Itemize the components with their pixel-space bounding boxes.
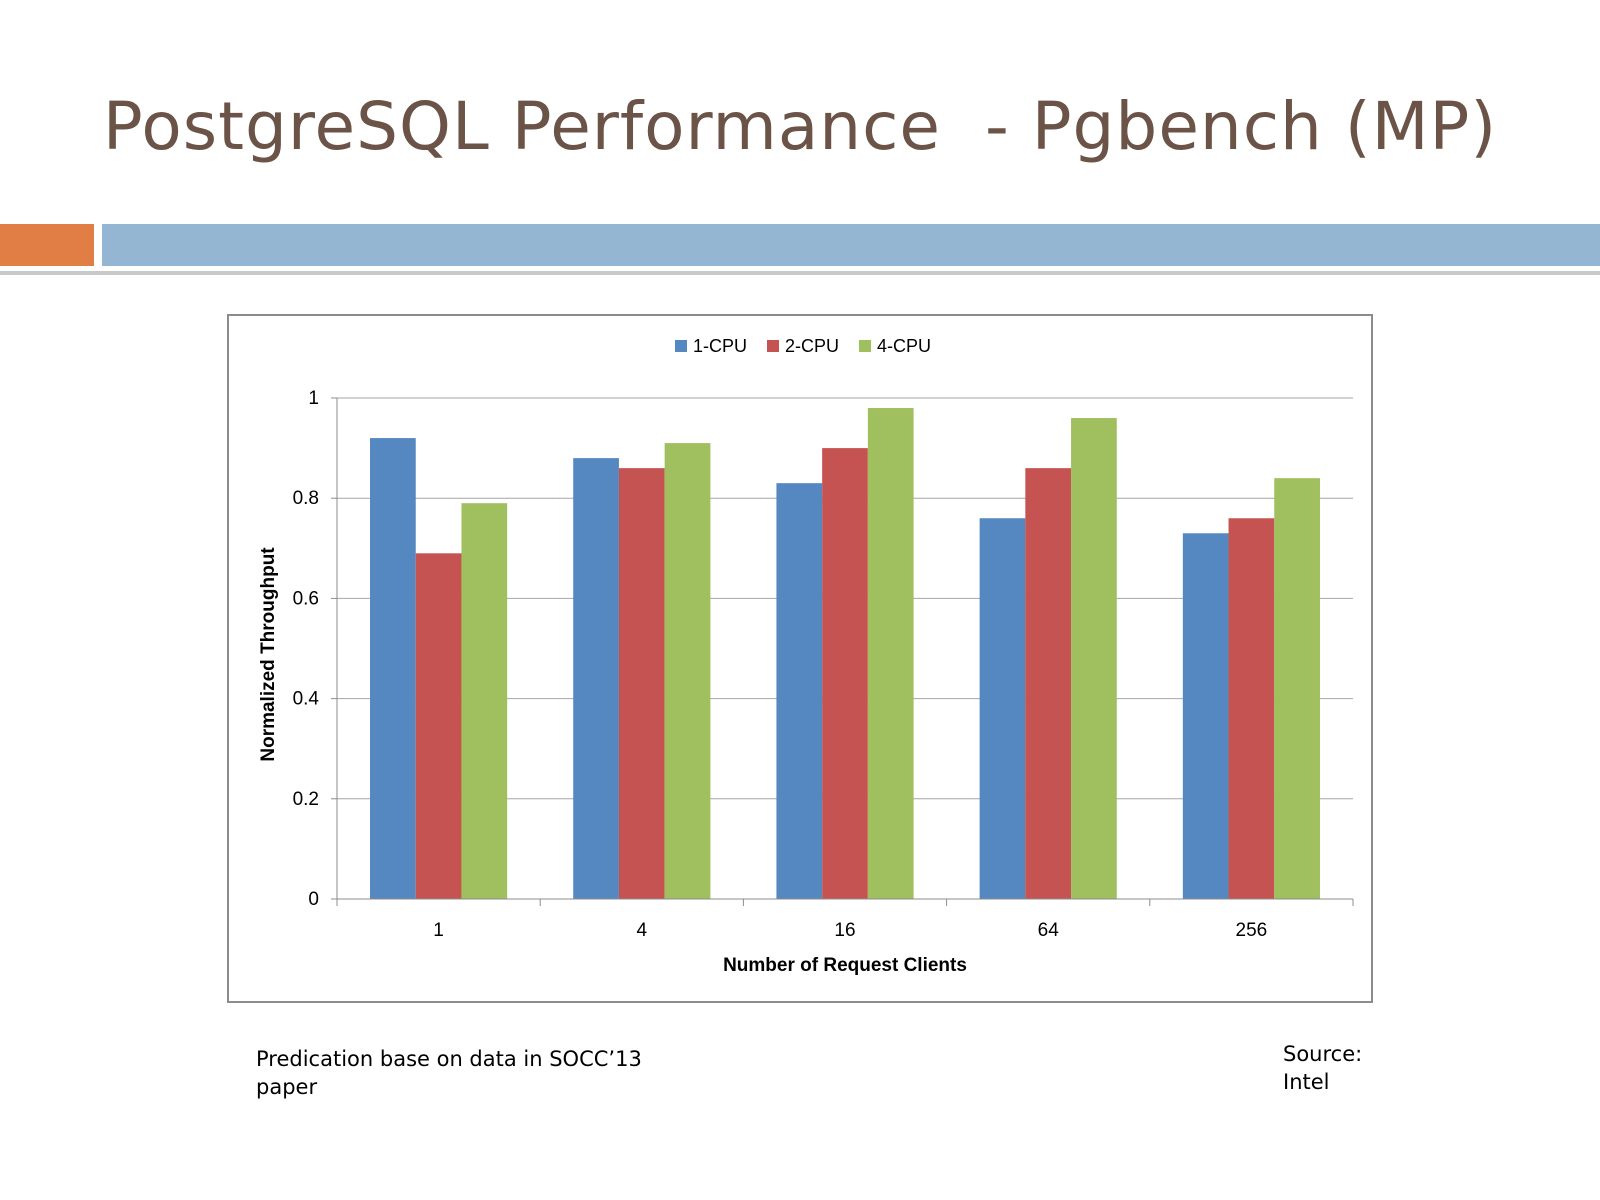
bar-1-cpu-clients-1: [370, 438, 416, 899]
bar-chart: 00.20.40.60.811 4 16 64 256 1-CPU 2-CPU 4-CPU …: [258, 336, 1354, 976]
legend-swatch-2-cpu: [767, 340, 779, 352]
source-value: Intel: [1283, 1070, 1330, 1094]
y-tick-label: 0.8: [293, 488, 319, 509]
legend-label-4-cpu: 4-CPU: [877, 336, 931, 356]
bar-2-cpu-clients-1: [415, 553, 462, 899]
x-tick-label: 16: [834, 920, 855, 941]
bar-2-cpu-clients-256: [1228, 518, 1275, 899]
accent-bar-blue: [102, 224, 1600, 266]
bar-2-cpu-clients-16: [822, 448, 868, 899]
x-axis-title: Number of Request Clients: [723, 955, 967, 976]
bar-1-cpu-clients-4: [573, 458, 619, 899]
slide-title: PostgreSQL Performance - Pgbench (MP): [102, 88, 1498, 165]
bar-4-cpu-clients-16: [867, 408, 914, 899]
bar-1-cpu-clients-64: [979, 518, 1026, 899]
y-tick-label: 0.6: [293, 588, 319, 609]
bar-1-cpu-clients-256: [1182, 533, 1229, 899]
legend-swatch-4-cpu: [859, 340, 871, 352]
x-tick-label: 256: [1236, 920, 1268, 941]
y-tick-label: 0.2: [293, 789, 319, 810]
y-axis-title: Normalized Throughput: [258, 547, 279, 762]
x-tick-label: 4: [637, 920, 648, 941]
x-tick-label: 64: [1038, 920, 1060, 941]
legend-swatch-1-cpu: [675, 340, 687, 352]
accent-divider-line: [0, 271, 1600, 275]
y-tick-label: 0: [308, 889, 319, 910]
y-tick-label: 0.4: [293, 689, 320, 710]
bar-4-cpu-clients-4: [664, 443, 711, 899]
bar-4-cpu-clients-256: [1274, 478, 1320, 899]
x-tick-label: 1: [433, 920, 444, 941]
legend-label-1-cpu: 1-CPU: [693, 336, 747, 356]
footnote: Predication base on data in SOCC’13 pape…: [256, 1047, 642, 1099]
chart-frame: 0 0.2 0.4 0.6 0.8 1 1 4 16 64 256 1-CPU 2-CPU 4-CPU …: [227, 314, 1373, 1003]
bar-2-cpu-clients-4: [618, 468, 665, 899]
bar-4-cpu-clients-1: [461, 503, 508, 899]
accent-bar-orange: [0, 224, 94, 266]
bar-2-cpu-clients-64: [1025, 468, 1072, 899]
bar-4-cpu-clients-64: [1071, 418, 1117, 899]
bar-1-cpu-clients-16: [776, 483, 823, 899]
y-tick-label: 1: [308, 388, 319, 409]
legend-label-2-cpu: 2-CPU: [785, 336, 839, 356]
source-label: Source:: [1283, 1042, 1363, 1066]
source-credit: Source: Intel: [1283, 1040, 1403, 1096]
